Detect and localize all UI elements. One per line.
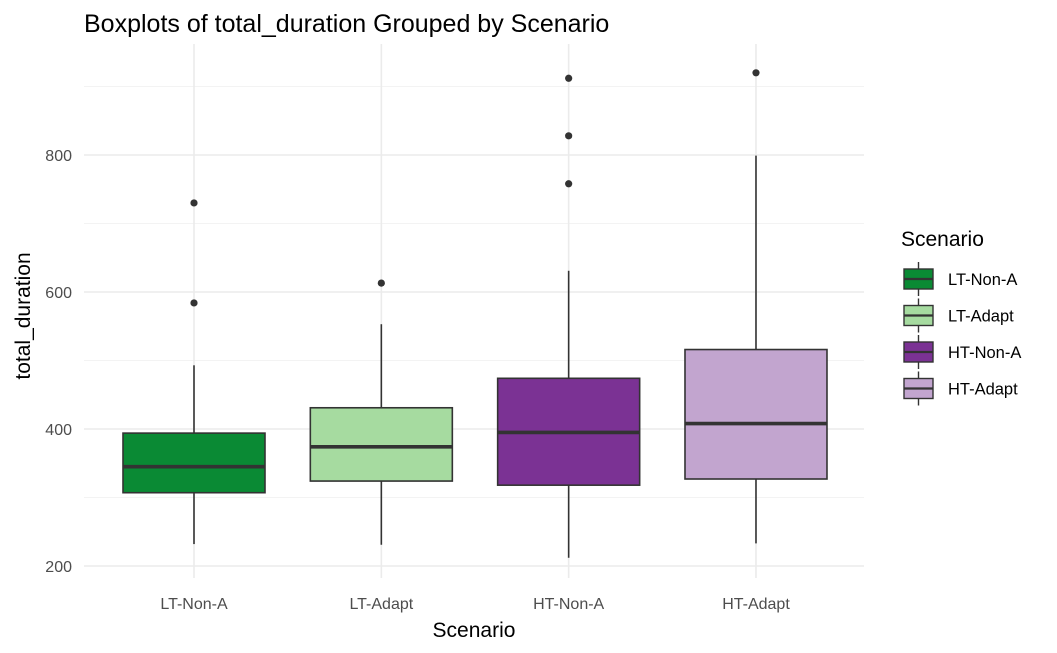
outlier-point — [377, 279, 385, 287]
x-axis-title: Scenario — [433, 619, 516, 642]
legend-label: HT-Adapt — [948, 381, 1018, 399]
y-tick-label: 800 — [45, 148, 72, 165]
legend-label: HT-Non-A — [948, 344, 1021, 362]
grid-lines — [84, 44, 864, 578]
outlier-point — [565, 74, 573, 82]
legend-item: LT-Non-A — [903, 262, 1017, 296]
box-HT-Non-A — [496, 74, 641, 558]
legend-label: LT-Adapt — [948, 308, 1014, 326]
legend-label: LT-Non-A — [948, 271, 1017, 289]
y-axis-title: total_duration — [12, 252, 35, 379]
box-iqr — [309, 406, 454, 482]
legend-item: HT-Non-A — [903, 335, 1021, 369]
y-tick-label: 600 — [45, 285, 72, 302]
outlier-point — [190, 199, 198, 207]
x-tick-label: HT-Adapt — [722, 596, 790, 613]
x-tick-label: HT-Non-A — [533, 596, 604, 613]
legend-item: HT-Adapt — [903, 371, 1018, 406]
x-tick-label: LT-Adapt — [349, 596, 413, 613]
outlier-point — [565, 132, 573, 140]
boxes-layer — [122, 69, 828, 558]
box-iqr — [122, 432, 266, 494]
y-tick-label: 400 — [45, 422, 72, 439]
legend: Scenario LT-Non-A LT-Adapt HT-Non-A HT-Adap… — [901, 228, 1021, 406]
box-LT-Adapt — [309, 279, 454, 545]
box-LT-Non-A — [122, 199, 266, 545]
x-axis-ticks: LT-Non-A LT-Adapt HT-Non-A HT-Adapt — [160, 596, 790, 613]
outlier-point — [752, 69, 760, 77]
box-HT-Adapt — [684, 69, 828, 544]
chart-title: Boxplots of total_duration Grouped by Sc… — [84, 10, 609, 38]
outlier-point — [565, 180, 573, 188]
outlier-point — [190, 299, 198, 307]
y-tick-label: 200 — [45, 559, 72, 576]
x-tick-label: LT-Non-A — [160, 596, 228, 613]
legend-title: Scenario — [901, 228, 984, 251]
legend-item: LT-Adapt — [903, 298, 1014, 333]
legend-items: LT-Non-A LT-Adapt HT-Non-A HT-Adapt — [903, 262, 1021, 406]
y-axis-ticks: 200 400 600 800 — [45, 148, 72, 576]
box-iqr — [684, 348, 828, 480]
